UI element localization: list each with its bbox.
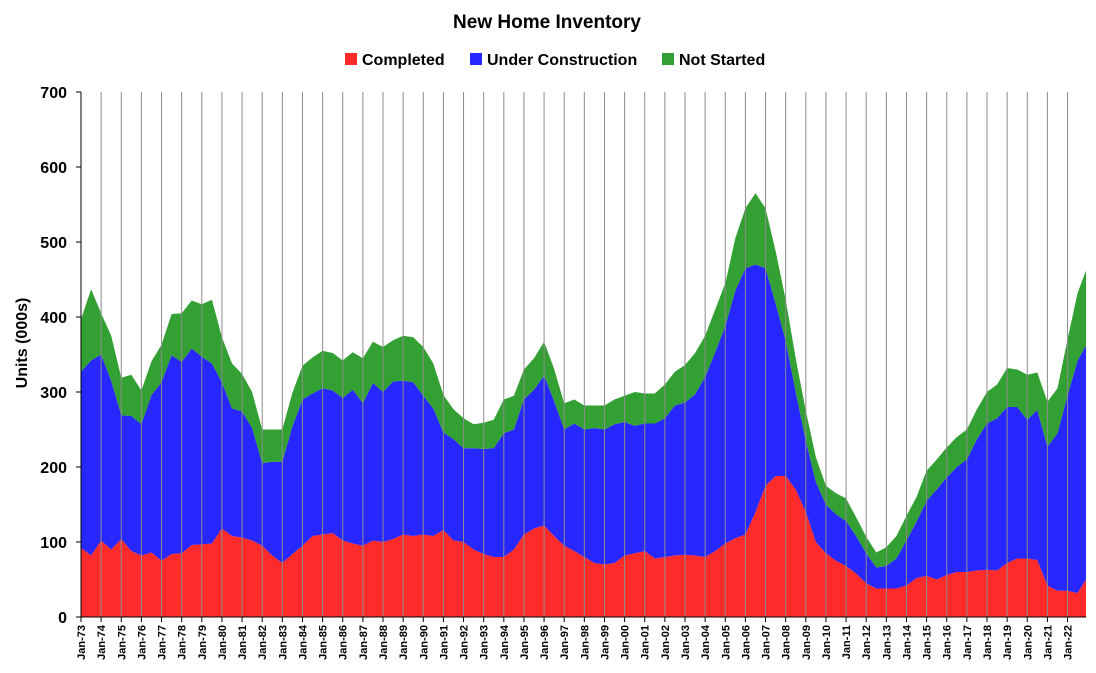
x-tick-label: Jan-01 bbox=[640, 625, 652, 660]
x-tick-label: Jan-91 bbox=[438, 625, 450, 660]
x-tick-label: Jan-85 bbox=[318, 625, 330, 660]
x-tick-label: Jan-08 bbox=[781, 625, 793, 660]
x-tick-label: Jan-99 bbox=[600, 625, 612, 660]
x-tick-label: Jan-74 bbox=[96, 624, 108, 660]
legend-label-not-started: Not Started bbox=[679, 52, 765, 69]
x-tick-label: Jan-83 bbox=[277, 625, 289, 660]
x-tick-label: Jan-22 bbox=[1063, 625, 1075, 660]
x-tick-label: Jan-80 bbox=[217, 625, 229, 660]
x-tick-label: Jan-12 bbox=[861, 625, 873, 660]
axis-layer: Jan-73 Jan-74 Jan-75 Jan-76 Jan-77 Jan-78 Jan-… bbox=[40, 85, 1086, 660]
x-tick-label: Jan-77 bbox=[157, 625, 169, 660]
x-tick-label: Jan-93 bbox=[479, 625, 491, 660]
y-tick-label: 500 bbox=[40, 235, 67, 252]
x-tick-label: Jan-13 bbox=[881, 625, 893, 660]
y-tick-label: 0 bbox=[58, 610, 67, 627]
x-tick-label: Jan-18 bbox=[982, 625, 994, 660]
series-area-completed bbox=[81, 476, 1086, 617]
x-tick-label: Jan-05 bbox=[720, 625, 732, 660]
x-tick-label: Jan-95 bbox=[519, 625, 531, 660]
legend-swatch-under-construction bbox=[470, 53, 482, 65]
chart-title: New Home Inventory bbox=[453, 12, 641, 33]
y-tick-label: 100 bbox=[40, 535, 67, 552]
x-tick-label: Jan-04 bbox=[700, 624, 712, 660]
x-tick-label: Jan-98 bbox=[579, 625, 591, 660]
y-tick-label: 200 bbox=[40, 460, 67, 477]
x-tick-label: Jan-82 bbox=[257, 625, 269, 660]
x-tick-label: Jan-88 bbox=[378, 625, 390, 660]
x-tick-label: Jan-86 bbox=[338, 625, 350, 660]
x-tick-label: Jan-19 bbox=[1002, 625, 1014, 660]
x-tick-label: Jan-03 bbox=[680, 625, 692, 660]
x-tick-label: Jan-73 bbox=[76, 625, 88, 660]
x-tick-label: Jan-75 bbox=[116, 625, 128, 660]
x-tick-label: Jan-94 bbox=[499, 624, 511, 660]
x-tick-label: Jan-97 bbox=[559, 625, 571, 660]
x-tick-label: Jan-78 bbox=[177, 625, 189, 660]
x-tick-label: Jan-17 bbox=[962, 625, 974, 660]
y-tick-label: 300 bbox=[40, 385, 67, 402]
x-tick-label: Jan-11 bbox=[841, 625, 853, 659]
x-tick-label: Jan-84 bbox=[298, 624, 310, 660]
legend-label-under-construction: Under Construction bbox=[487, 52, 637, 69]
x-tick-label: Jan-79 bbox=[197, 625, 209, 660]
grid-layer bbox=[80, 92, 1069, 617]
legend: Completed Under Construction Not Started bbox=[345, 52, 765, 69]
x-tick-label: Jan-87 bbox=[358, 625, 370, 660]
legend-label-completed: Completed bbox=[362, 52, 445, 69]
y-tick-label: 400 bbox=[40, 310, 67, 327]
x-tick-label: Jan-20 bbox=[1022, 625, 1034, 660]
x-tick-label: Jan-02 bbox=[660, 625, 672, 660]
x-tick-label: Jan-96 bbox=[539, 625, 551, 660]
legend-swatch-completed bbox=[345, 53, 357, 65]
series-layer bbox=[81, 193, 1086, 617]
x-tick-label: Jan-21 bbox=[1042, 625, 1054, 660]
x-tick-label: Jan-76 bbox=[136, 625, 148, 660]
x-tick-label: Jan-16 bbox=[942, 625, 954, 660]
x-tick-label: Jan-90 bbox=[418, 625, 430, 660]
y-tick-label: 700 bbox=[40, 85, 67, 102]
x-tick-label: Jan-06 bbox=[740, 625, 752, 660]
y-axis-label: Units (000s) bbox=[14, 298, 31, 389]
x-tick-label: Jan-14 bbox=[902, 624, 914, 660]
legend-swatch-not-started bbox=[662, 53, 674, 65]
x-tick-label: Jan-09 bbox=[801, 625, 813, 660]
x-tick-label: Jan-92 bbox=[459, 625, 471, 660]
series-area-under-construction bbox=[81, 264, 1086, 593]
x-tick-label: Jan-89 bbox=[398, 625, 410, 660]
x-tick-label: Jan-15 bbox=[922, 625, 934, 660]
x-tick-label: Jan-10 bbox=[821, 625, 833, 660]
x-tick-label: Jan-07 bbox=[761, 625, 773, 660]
x-tick-label: Jan-81 bbox=[237, 625, 249, 660]
x-tick-label: Jan-00 bbox=[620, 625, 632, 660]
y-tick-label: 600 bbox=[40, 160, 67, 177]
